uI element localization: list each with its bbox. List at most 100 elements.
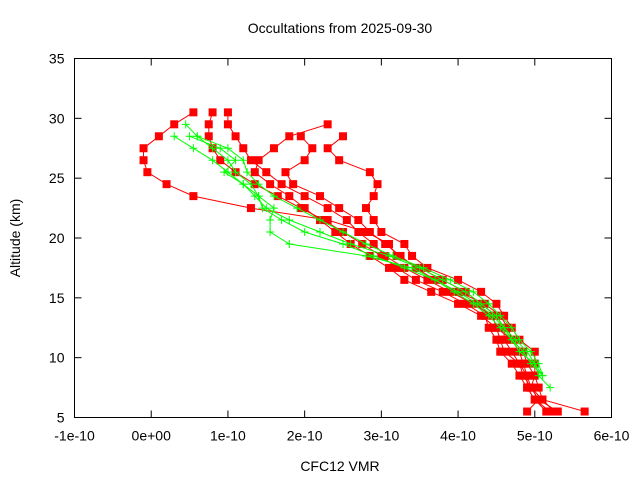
- x-tick-label: 0e+00: [132, 428, 172, 444]
- data-point-plus: [431, 275, 440, 284]
- data-point-plus: [231, 168, 240, 177]
- data-point-square: [281, 168, 290, 177]
- x-tick-label: 1e-10: [210, 428, 246, 444]
- data-point-square: [308, 144, 317, 153]
- y-tick-label: 35: [49, 51, 65, 67]
- data-point-square: [223, 120, 232, 129]
- y-tick-label: 5: [57, 410, 65, 426]
- data-point-square: [427, 287, 436, 296]
- axis-ticks: -1e-10 0e+00 1e-10 2e-10 3e-10 4e-10 5e-10 6e-1…: [49, 51, 630, 444]
- data-point-plus: [300, 228, 309, 237]
- data-point-square: [438, 287, 447, 296]
- data-point-square: [492, 335, 501, 344]
- data-point-square: [162, 180, 171, 189]
- data-point-plus: [339, 228, 347, 237]
- data-point-square: [454, 299, 463, 308]
- chart-title: Occultations from 2025-09-30: [248, 20, 433, 36]
- data-point-square: [277, 180, 286, 189]
- data-point-square: [285, 132, 294, 141]
- data-point-square: [373, 180, 382, 189]
- data-point-plus: [339, 239, 347, 248]
- data-point-plus: [223, 156, 232, 165]
- series-line: [173, 135, 551, 388]
- data-point-square: [362, 204, 371, 213]
- data-point-square: [300, 204, 309, 213]
- series-profile-4: [204, 108, 551, 416]
- data-point-plus: [223, 144, 232, 153]
- data-point-square: [335, 204, 344, 213]
- data-point-square: [507, 359, 516, 368]
- data-point-square: [523, 371, 532, 380]
- series-profile-1: [139, 108, 555, 416]
- data-point-plus: [285, 239, 294, 248]
- data-point-square: [300, 192, 309, 201]
- data-point-plus: [266, 228, 275, 237]
- data-point-plus: [208, 156, 217, 165]
- data-point-plus: [315, 216, 324, 225]
- data-point-square: [231, 132, 240, 141]
- series-profile-2: [323, 132, 589, 416]
- data-point-plus: [277, 216, 286, 225]
- x-tick-label: -1e-10: [54, 428, 95, 444]
- data-point-square: [296, 132, 305, 141]
- data-point-plus: [243, 168, 252, 177]
- data-point-square: [523, 407, 532, 416]
- data-point-square: [369, 239, 378, 248]
- data-point-square: [331, 228, 340, 237]
- data-point-square: [208, 108, 217, 117]
- x-tick-label: 4e-10: [440, 428, 476, 444]
- y-tick-label: 30: [49, 110, 65, 126]
- data-point-square: [139, 156, 148, 165]
- data-point-plus: [170, 132, 179, 141]
- data-point-square: [285, 192, 294, 201]
- data-point-plus: [220, 168, 229, 177]
- data-point-plus: [400, 263, 409, 272]
- data-point-square: [369, 216, 378, 225]
- data-point-plus: [408, 263, 417, 272]
- data-point-square: [553, 407, 562, 416]
- data-point-plus: [507, 323, 516, 332]
- series-line: [326, 135, 585, 412]
- data-point-plus: [231, 156, 240, 165]
- data-point-square: [454, 275, 463, 284]
- data-point-square: [369, 192, 378, 201]
- data-point-square: [189, 192, 198, 201]
- data-point-square: [170, 120, 179, 129]
- data-point-plus: [269, 204, 278, 213]
- data-point-square: [262, 168, 271, 177]
- data-point-square: [300, 156, 309, 165]
- data-point-square: [354, 216, 363, 225]
- data-point-square: [246, 204, 255, 213]
- data-point-plus: [438, 275, 447, 284]
- data-point-square: [254, 156, 263, 165]
- series-profile-8: [181, 120, 547, 380]
- data-point-plus: [239, 180, 248, 189]
- data-point-plus: [461, 287, 470, 296]
- data-point-plus: [526, 347, 535, 356]
- data-point-plus: [285, 216, 294, 225]
- data-point-square: [477, 311, 486, 320]
- data-point-square: [408, 251, 417, 260]
- data-point-square: [365, 228, 374, 237]
- data-point-plus: [507, 335, 516, 344]
- data-point-square: [392, 263, 401, 272]
- y-tick-label: 10: [49, 350, 65, 366]
- data-point-square: [269, 144, 278, 153]
- data-point-plus: [315, 228, 324, 237]
- data-point-plus: [362, 251, 371, 260]
- data-point-plus: [246, 180, 255, 189]
- data-point-square: [492, 299, 501, 308]
- data-point-square: [411, 275, 420, 284]
- data-point-square: [377, 251, 386, 260]
- data-point-square: [204, 120, 213, 129]
- data-point-plus: [362, 239, 371, 248]
- data-point-square: [250, 168, 259, 177]
- data-point-plus: [269, 192, 278, 201]
- series-line: [284, 135, 559, 412]
- data-point-square: [139, 144, 148, 153]
- data-point-plus: [388, 251, 397, 260]
- data-point-plus: [446, 275, 455, 284]
- data-point-plus: [181, 120, 190, 129]
- data-point-plus: [419, 263, 428, 272]
- data-point-square: [423, 275, 432, 284]
